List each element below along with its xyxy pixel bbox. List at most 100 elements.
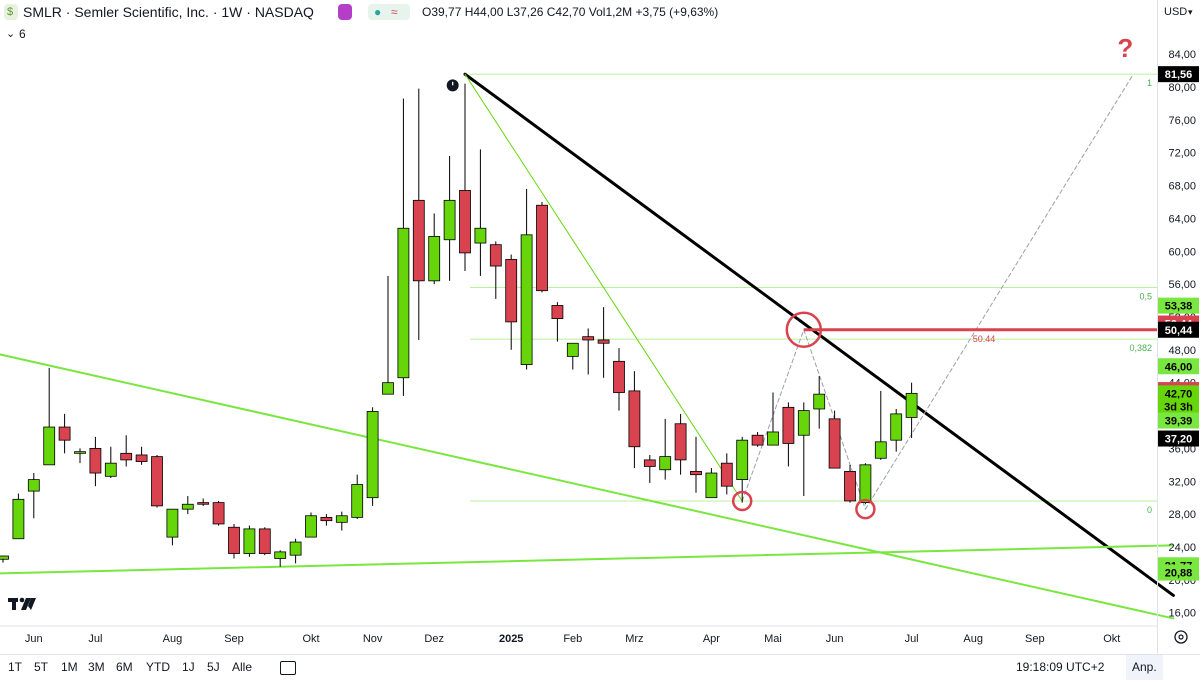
timeframe-button-ytd[interactable]: YTD xyxy=(146,660,170,674)
candle xyxy=(397,98,410,396)
price-axis-label: 72,00 xyxy=(1168,148,1196,160)
candle xyxy=(228,523,240,559)
candle xyxy=(89,436,102,487)
price-tag-bg xyxy=(1158,358,1199,375)
adjust-button[interactable]: Anp. xyxy=(1126,655,1163,680)
timeframe-button-6m[interactable]: 6M xyxy=(116,660,133,674)
time-axis-label: Okt xyxy=(302,633,319,645)
flag-icon[interactable] xyxy=(338,4,352,20)
symbol-logo-icon[interactable] xyxy=(4,4,18,20)
candle-body xyxy=(643,459,656,467)
indicator-count: 6 xyxy=(19,27,26,41)
price-tag: 50,44 xyxy=(1158,321,1199,338)
timeframe-button-1t[interactable]: 1T xyxy=(8,660,23,674)
currency-selector[interactable]: USD ▾ xyxy=(1158,0,1200,24)
candle xyxy=(874,390,887,460)
fib-retracement[interactable]: 1 0,5 0,382 0 xyxy=(470,73,1157,515)
question-marker: ? xyxy=(1117,33,1133,63)
price-axis-label: 56,00 xyxy=(1168,279,1196,291)
chevron-down-icon[interactable]: ⌄ xyxy=(6,28,16,40)
candle xyxy=(0,555,9,563)
calendar-icon[interactable] xyxy=(280,661,296,675)
candle-body xyxy=(690,470,702,476)
candle xyxy=(844,464,856,503)
candle-body xyxy=(274,551,287,559)
candle xyxy=(135,446,148,465)
candle-body xyxy=(859,464,872,504)
candle-body xyxy=(874,441,887,459)
candle-body xyxy=(844,470,856,502)
candle-body xyxy=(151,456,163,507)
candle-body xyxy=(335,515,348,523)
timeframe-button-1m[interactable]: 1M xyxy=(61,660,78,674)
candle xyxy=(720,453,733,495)
currency-label: USD xyxy=(1164,6,1188,18)
candle-body xyxy=(705,472,718,499)
candle-body xyxy=(181,503,194,510)
candle xyxy=(474,149,487,276)
candle-body xyxy=(628,390,641,448)
axis-settings-icon[interactable] xyxy=(1174,630,1188,644)
candle-body xyxy=(166,508,179,538)
candle xyxy=(890,408,903,452)
fib-level-label: 1 xyxy=(1147,78,1152,88)
candle-body xyxy=(582,336,595,341)
price-tag-label: 20,88 xyxy=(1165,568,1193,580)
price-tag-bg xyxy=(1158,66,1199,83)
price-chart[interactable]: 1 0,5 0,382 0 50.44 ? Jun Jul Aug Sep Okt Nov Dez… xyxy=(0,0,1200,654)
candle-body xyxy=(720,462,733,487)
candle-body xyxy=(751,434,764,446)
chevron-down-icon: ▾ xyxy=(1188,7,1193,17)
candle-body xyxy=(27,479,40,492)
candle xyxy=(859,463,872,505)
candle-body xyxy=(797,410,810,436)
candle-body xyxy=(597,339,610,344)
candle xyxy=(674,413,687,475)
price-tag-label: 37,20 xyxy=(1165,434,1193,446)
price-axis-label: 28,00 xyxy=(1168,509,1196,521)
annotations[interactable]: ? xyxy=(446,33,1134,520)
timeframe-button-5j[interactable]: 5J xyxy=(207,660,220,674)
candle xyxy=(412,88,425,340)
candle xyxy=(289,538,302,564)
candle-body xyxy=(58,426,71,441)
candle xyxy=(797,402,810,497)
timeframe-button-5t[interactable]: 5T xyxy=(34,660,49,674)
candle-body xyxy=(351,484,364,518)
highlight-circle xyxy=(855,498,876,520)
candle-body xyxy=(474,227,487,244)
candle xyxy=(459,83,471,271)
price-tag-label: 53,38 xyxy=(1165,301,1193,313)
trendline-fib-diagonal xyxy=(464,73,743,502)
market-status-badge[interactable] xyxy=(368,4,410,20)
candle xyxy=(505,254,518,350)
candle xyxy=(151,454,163,508)
price-axis-label: 48,00 xyxy=(1168,345,1196,357)
candle-body xyxy=(659,456,672,471)
time-axis-label: Aug xyxy=(163,633,183,645)
candle xyxy=(305,512,317,538)
candle-body xyxy=(89,447,102,474)
candle xyxy=(905,382,918,439)
timeframe-button-alle[interactable]: Alle xyxy=(232,660,253,674)
candle-body xyxy=(228,526,240,554)
time-axis-label: Feb xyxy=(563,633,582,645)
candle xyxy=(43,367,56,466)
price-axis-label: 76,00 xyxy=(1168,115,1196,127)
timeframe-button-3m[interactable]: 3M xyxy=(88,660,105,674)
candlesticks[interactable] xyxy=(0,83,918,567)
price-tag-bg xyxy=(1158,412,1199,429)
time-axis[interactable]: Jun Jul Aug Sep Okt Nov Dez 2025 Feb Mrz Apr Mai Jun… xyxy=(0,625,1157,645)
price-tag: 20,88 xyxy=(1158,564,1199,581)
price-tag-bg xyxy=(1158,385,1199,402)
candle xyxy=(643,454,656,483)
candle-body xyxy=(489,244,502,267)
timeframe-button-1j[interactable]: 1J xyxy=(182,660,195,674)
symbol-title[interactable]: SMLR · Semler Scientific, Inc. · 1W · NA… xyxy=(23,4,314,20)
time-axis-label: 2025 xyxy=(499,633,523,645)
clock-readout[interactable]: 19:18:09 UTC+2 xyxy=(1016,660,1105,674)
time-axis-label: Apr xyxy=(703,633,720,645)
candle xyxy=(551,302,564,342)
highlight-circle xyxy=(731,490,753,512)
